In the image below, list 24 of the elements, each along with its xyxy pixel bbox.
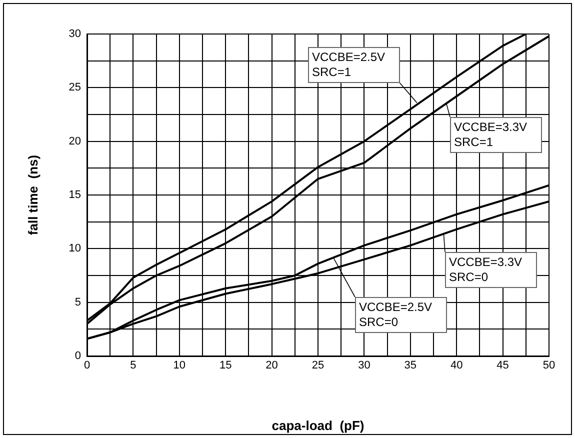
x-tick-label: 45 xyxy=(496,360,509,372)
annotation: VCCBE=2.5V SRC=0 xyxy=(355,297,447,333)
x-axis-title: capa-load (pF) xyxy=(272,418,364,433)
x-tick-label: 10 xyxy=(173,360,186,372)
annotation: VCCBE=3.3V SRC=1 xyxy=(450,117,542,153)
annotation: VCCBE=2.5V SRC=1 xyxy=(308,47,400,83)
y-tick-label: 15 xyxy=(68,189,81,202)
x-tick-label: 50 xyxy=(542,360,556,372)
x-tick-label: 15 xyxy=(219,360,232,372)
x-tick-label: 20 xyxy=(266,360,278,372)
y-tick-label: 5 xyxy=(74,296,81,308)
y-tick-label: 30 xyxy=(68,28,81,40)
x-tick-label: 30 xyxy=(358,360,370,372)
y-tick-label: 20 xyxy=(68,135,81,148)
y-tick-label: 10 xyxy=(68,242,81,255)
x-tick-label: 25 xyxy=(312,360,324,372)
annotation: VCCBE=3.3V SRC=0 xyxy=(445,252,537,288)
x-tick-label: 35 xyxy=(404,360,417,372)
y-axis-title: fall time (ns) xyxy=(25,154,40,236)
x-tick-label: 0 xyxy=(84,360,90,372)
x-tick-label: 5 xyxy=(130,360,136,372)
y-tick-label: 25 xyxy=(68,82,81,94)
y-tick-label: 0 xyxy=(74,350,81,362)
x-tick-label: 40 xyxy=(450,360,463,372)
